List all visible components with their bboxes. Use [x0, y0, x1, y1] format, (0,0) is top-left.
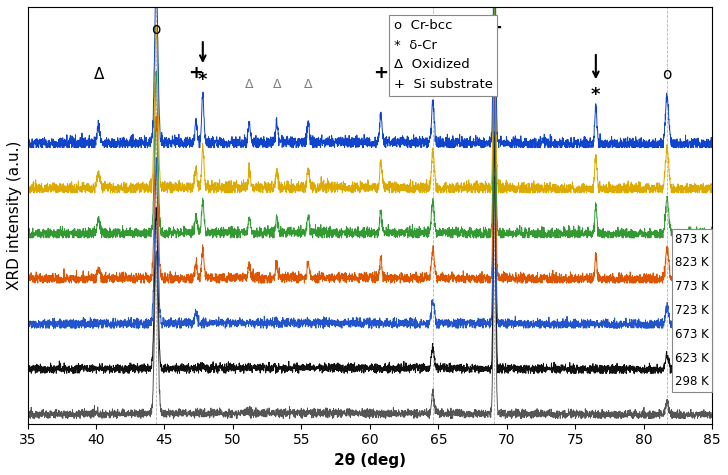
- Text: Δ: Δ: [272, 78, 281, 91]
- Text: 873 K
823 K
773 K
723 K
673 K
623 K
298 K: 873 K 823 K 773 K 723 K 673 K 623 K 298 …: [675, 233, 709, 389]
- Text: *: *: [591, 86, 601, 104]
- Text: o: o: [662, 67, 672, 82]
- Text: Δ: Δ: [93, 67, 104, 82]
- Text: +: +: [487, 19, 502, 37]
- Text: Δ: Δ: [245, 78, 253, 91]
- Text: o: o: [151, 22, 160, 37]
- Text: Δ: Δ: [304, 78, 312, 91]
- Text: o  Cr-bcc
*  δ-Cr
Δ  Oxidized
+  Si substrate: o Cr-bcc * δ-Cr Δ Oxidized + Si substrat…: [394, 19, 493, 91]
- Y-axis label: XRD intensity (a.u.): XRD intensity (a.u.): [7, 141, 22, 290]
- Text: +: +: [189, 64, 203, 82]
- X-axis label: 2θ (deg): 2θ (deg): [334, 453, 406, 468]
- Text: +: +: [373, 64, 388, 82]
- Text: o: o: [428, 67, 438, 82]
- Text: *: *: [198, 71, 207, 89]
